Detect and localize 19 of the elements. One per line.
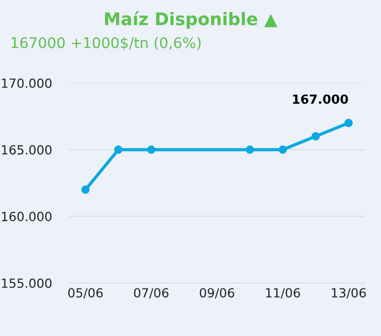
point: [246, 146, 254, 154]
chart-subtitle: 167000 +1000$/tn (0,6%): [12, 36, 201, 50]
x-tick-label: 11/06: [266, 288, 300, 299]
x-tick-label: 07/06: [134, 288, 168, 299]
x-tick-label: 05/06: [68, 288, 103, 299]
point: [312, 132, 320, 140]
point: [114, 146, 122, 154]
y-tick-label: 165.000: [2, 145, 52, 155]
point: [344, 118, 353, 128]
point: [147, 146, 156, 154]
point: [278, 146, 287, 154]
point: [81, 186, 90, 194]
chart-title: Maíz Disponible ▲: [105, 11, 278, 29]
y-tick-label: 170.000: [2, 78, 52, 88]
y-tick-label: 160.000: [2, 212, 52, 222]
x-tick-label: 13/06: [332, 288, 366, 299]
x-tick-label: 09/06: [200, 288, 234, 299]
annotation: 167.000: [293, 94, 348, 104]
y-tick-label: 155.000: [2, 278, 52, 288]
